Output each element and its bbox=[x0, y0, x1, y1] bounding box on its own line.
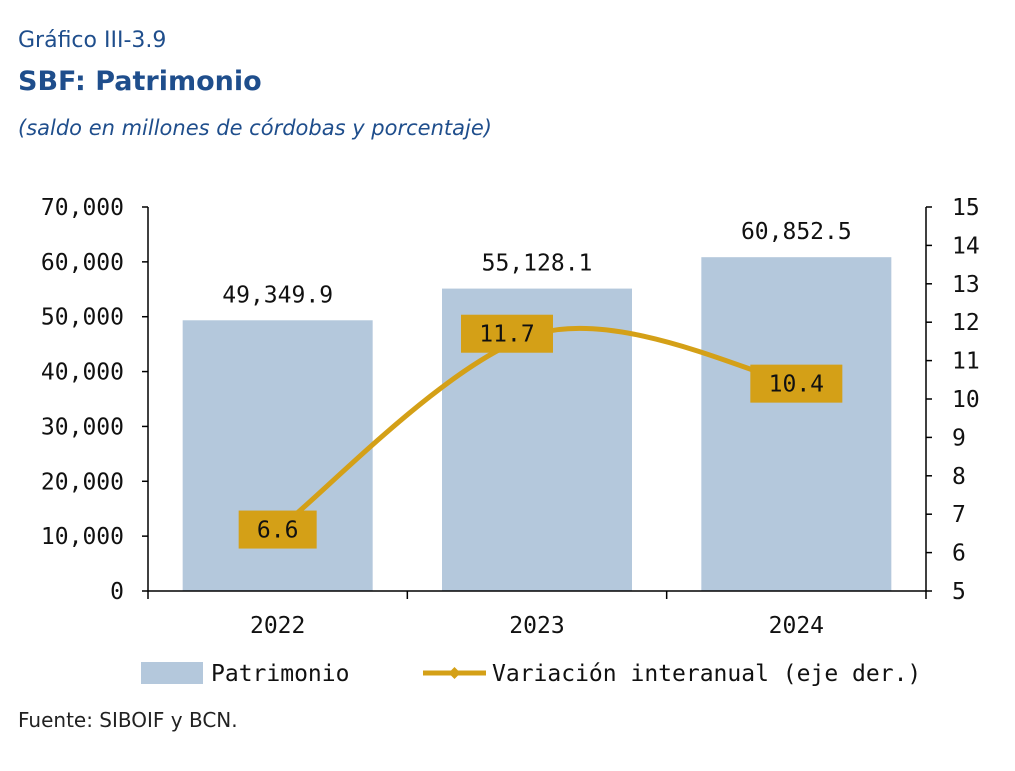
line-data-label: 10.4 bbox=[769, 372, 824, 398]
right-tick-label: 15 bbox=[952, 195, 980, 221]
right-tick-label: 5 bbox=[952, 579, 966, 605]
axes-group: 0 10,000 20,000 30,000 40,000 50,000 60,000 70,… bbox=[41, 195, 980, 639]
right-tick-label: 14 bbox=[952, 233, 980, 259]
bar-group bbox=[182, 257, 892, 591]
right-tick-label: 10 bbox=[952, 387, 980, 413]
figure-label: Gráfico III-3.9 bbox=[18, 28, 167, 53]
left-tick-label: 40,000 bbox=[41, 360, 124, 386]
left-tick-label: 70,000 bbox=[41, 195, 124, 221]
right-tick-label: 6 bbox=[952, 541, 966, 567]
bar-data-label: 60,852.5 bbox=[741, 219, 852, 245]
line-data-label-box bbox=[238, 510, 317, 549]
left-tick-label: 60,000 bbox=[41, 250, 124, 276]
x-tick-label: 2024 bbox=[769, 613, 824, 639]
left-tick-label: 10,000 bbox=[41, 524, 124, 550]
figure-title: SBF: Patrimonio bbox=[18, 66, 262, 97]
left-tick-label: 30,000 bbox=[41, 414, 124, 440]
line-data-label-box bbox=[750, 364, 843, 403]
bar-2022 bbox=[182, 320, 373, 591]
chart: 49,349.9 55,128.1 60,852.5 0 10,000 20,000 30… bbox=[41, 195, 980, 687]
line-data-label-box bbox=[461, 314, 553, 353]
figure-subtitle: (saldo en millones de córdobas y porcent… bbox=[18, 116, 492, 140]
right-tick-label: 8 bbox=[952, 464, 966, 490]
bar-label-group: 49,349.9 55,128.1 60,852.5 bbox=[222, 219, 851, 308]
bar-data-label: 49,349.9 bbox=[222, 282, 333, 308]
legend-label-variacion: Variación interanual (eje der.) bbox=[492, 661, 921, 687]
x-tick-label: 2023 bbox=[509, 613, 564, 639]
source-note: Fuente: SIBOIF y BCN. bbox=[18, 708, 238, 732]
right-tick-label: 12 bbox=[952, 310, 980, 336]
legend: Patrimonio Variación interanual (eje der.… bbox=[141, 661, 921, 687]
right-tick-label: 9 bbox=[952, 425, 966, 451]
legend-swatch-patrimonio bbox=[141, 662, 203, 684]
bar-2024 bbox=[701, 257, 892, 591]
line-group: 6.6 11.7 10.4 bbox=[238, 314, 843, 549]
legend-marker-variacion bbox=[448, 667, 461, 679]
left-tick-label: 50,000 bbox=[41, 305, 124, 331]
bar-data-label: 55,128.1 bbox=[482, 251, 593, 277]
legend-label-patrimonio: Patrimonio bbox=[211, 661, 349, 687]
right-tick-label: 7 bbox=[952, 502, 966, 528]
right-tick-label: 11 bbox=[952, 349, 980, 375]
line-data-label: 11.7 bbox=[479, 322, 534, 348]
right-tick-label: 13 bbox=[952, 272, 980, 298]
x-tick-label: 2022 bbox=[250, 613, 305, 639]
left-tick-label: 20,000 bbox=[41, 469, 124, 495]
left-tick-label: 0 bbox=[110, 579, 124, 605]
line-data-label: 6.6 bbox=[257, 518, 299, 544]
